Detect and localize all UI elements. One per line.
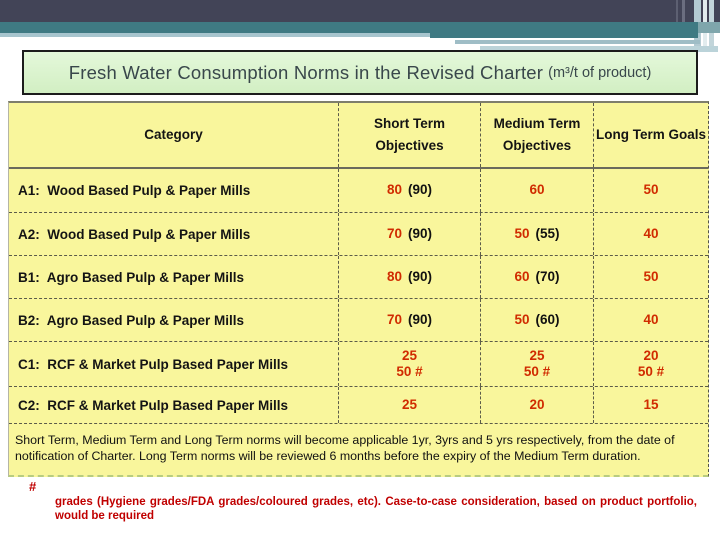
category-cell: C2: RCF & Market Pulp Based Paper Mills [9, 387, 339, 423]
table-row: B1: Agro Based Pulp & Paper Mills 80 (90) 6… [9, 256, 708, 299]
value-cell: 80 (90) [339, 169, 481, 212]
value-cell: 20 [481, 387, 594, 423]
value-line: 25 [401, 347, 418, 363]
accent-stripe [0, 33, 700, 37]
table-row: A1: Wood Based Pulp & Paper Mills 80 (90) 6… [9, 169, 708, 213]
table-row: C2: RCF & Market Pulp Based Paper Mills 2… [9, 387, 708, 424]
value-line: 20 [643, 347, 659, 363]
value-line: 50 [643, 268, 659, 284]
value-cell: 80 (90) [339, 256, 481, 298]
table-body: A1: Wood Based Pulp & Paper Mills 80 (90) 6… [9, 169, 708, 424]
table-row: C1: RCF & Market Pulp Based Paper Mills 2… [9, 342, 708, 387]
table-note: Short Term, Medium Term and Long Term no… [15, 432, 675, 463]
category-cell: C1: RCF & Market Pulp Based Paper Mills [9, 342, 339, 386]
accent-line [682, 0, 685, 22]
value-line: 40 [643, 225, 659, 241]
accent-stripe [455, 40, 700, 44]
table-row: B2: Agro Based Pulp & Paper Mills 70 (90) 5… [9, 299, 708, 342]
accent-line [676, 0, 678, 22]
value-line: 20 [529, 396, 545, 412]
value-cell: 20 50 # [594, 342, 708, 386]
value-line: 50 # [637, 364, 665, 379]
value-line: 50 # [396, 364, 423, 379]
value-line: 50 # [523, 364, 551, 379]
header-category: Category [9, 103, 339, 167]
value-cell: 50 [594, 256, 708, 298]
value-cell: 25 50 # [339, 342, 481, 386]
slide-title-box: Fresh Water Consumption Norms in the Rev… [22, 50, 698, 95]
value-line: 70 (90) [386, 225, 433, 241]
table-row: A2: Wood Based Pulp & Paper Mills 70 (90) 5… [9, 213, 708, 256]
norms-table: Category Short Term Objectives Medium Te… [8, 101, 709, 477]
value-line: 50 (60) [514, 311, 560, 327]
header-medium-term: Medium Term Objectives [481, 103, 594, 167]
value-cell: 40 [594, 299, 708, 341]
value-line: 25 [529, 347, 545, 363]
value-cell: 15 [594, 387, 708, 423]
value-line: 70 (90) [386, 311, 433, 327]
value-cell: 70 (90) [339, 299, 481, 341]
value-line: 50 [643, 182, 659, 198]
value-line: 40 [643, 311, 659, 327]
slide-title-unit: (m³/t of product) [548, 64, 652, 81]
footnote-marker: # [29, 479, 37, 494]
value-line: 80 (90) [386, 182, 433, 198]
top-dark-bar [0, 0, 720, 22]
value-line: 15 [643, 396, 659, 412]
category-cell: A1: Wood Based Pulp & Paper Mills [9, 169, 339, 212]
value-cell: 40 [594, 213, 708, 255]
header-long-term: Long Term Goals [595, 126, 706, 142]
value-cell: 50 (60) [481, 299, 594, 341]
value-cell: 70 (90) [339, 213, 481, 255]
value-line: 80 (90) [386, 268, 433, 284]
value-cell: 25 [339, 387, 481, 423]
accent-stripe [480, 46, 718, 52]
accent-stripe [430, 33, 698, 38]
value-cell: 25 50 # [481, 342, 594, 386]
table-header-row: Category Short Term Objectives Medium Te… [9, 103, 708, 169]
category-cell: B1: Agro Based Pulp & Paper Mills [9, 256, 339, 298]
value-cell: 60 (70) [481, 256, 594, 298]
value-line: 50 (55) [514, 225, 560, 241]
value-cell: 50 [594, 169, 708, 212]
value-line: 25 [401, 396, 418, 412]
value-cell: 50 (55) [481, 213, 594, 255]
accent-stripe [698, 22, 720, 33]
top-teal-bar [0, 22, 720, 33]
value-line: 60 (70) [514, 268, 560, 284]
footnote-text: grades (Hygiene grades/FDA grades/colour… [55, 496, 697, 523]
value-cell: 60 [481, 169, 594, 212]
value-line: 60 [529, 182, 545, 198]
slide-title: Fresh Water Consumption Norms in the Rev… [68, 61, 544, 83]
header-short-term: Short Term Objectives [339, 103, 481, 167]
category-cell: B2: Agro Based Pulp & Paper Mills [9, 299, 339, 341]
category-cell: A2: Wood Based Pulp & Paper Mills [9, 213, 339, 255]
